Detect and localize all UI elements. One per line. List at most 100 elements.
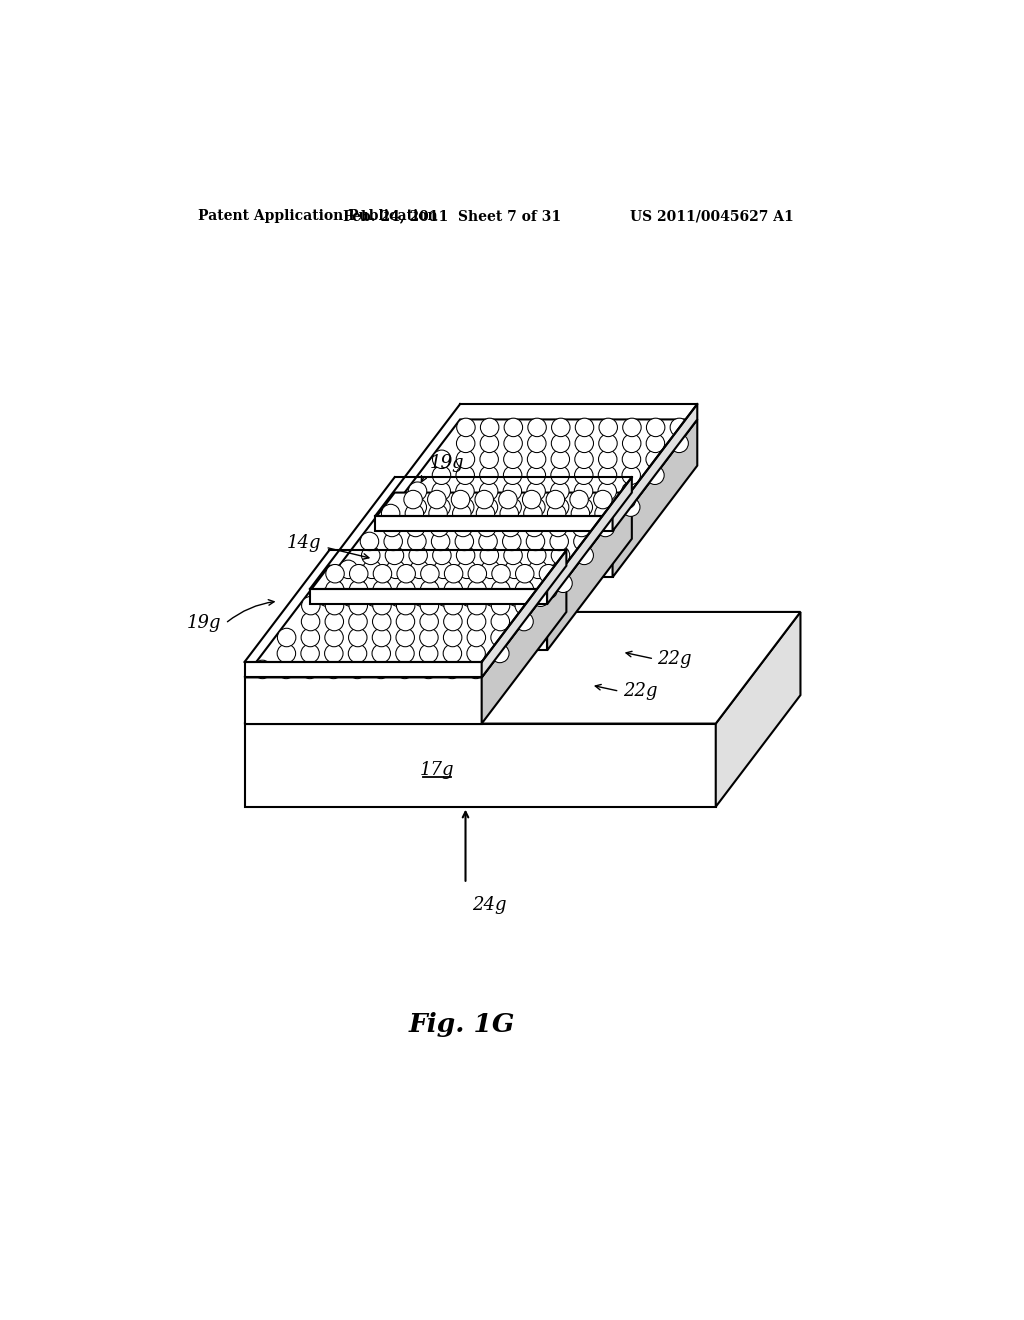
Circle shape [574,466,593,484]
Circle shape [598,513,616,532]
Circle shape [500,504,518,523]
Circle shape [504,466,522,484]
Circle shape [396,612,415,631]
Circle shape [549,519,567,537]
Circle shape [443,597,463,615]
Circle shape [431,513,450,532]
Circle shape [551,450,569,469]
Circle shape [430,519,449,537]
Circle shape [531,587,550,606]
Circle shape [349,581,368,599]
Circle shape [457,418,475,437]
Circle shape [504,450,522,469]
Circle shape [383,519,401,537]
Circle shape [326,581,344,599]
Circle shape [362,560,381,578]
Circle shape [503,482,521,500]
Circle shape [490,628,509,647]
Circle shape [411,560,429,578]
Circle shape [420,597,438,615]
Circle shape [479,482,498,500]
Circle shape [276,660,295,678]
Circle shape [554,574,572,593]
Circle shape [505,560,523,578]
Circle shape [444,581,463,599]
Circle shape [360,532,379,550]
Text: 22g: 22g [657,649,692,668]
Circle shape [428,490,446,508]
Circle shape [443,660,462,678]
Circle shape [421,581,439,599]
Circle shape [444,565,463,583]
Circle shape [381,504,400,523]
Circle shape [385,546,403,565]
Circle shape [503,498,521,516]
Circle shape [459,574,477,593]
Circle shape [340,574,358,593]
Circle shape [467,612,485,631]
Polygon shape [376,420,697,531]
Circle shape [453,504,471,523]
Polygon shape [310,492,632,605]
Text: US 2011/0045627 A1: US 2011/0045627 A1 [630,209,794,223]
Text: Fig. 1G: Fig. 1G [409,1012,515,1038]
Circle shape [595,504,613,523]
Circle shape [435,574,454,593]
Circle shape [372,644,390,663]
Circle shape [504,546,522,565]
Circle shape [467,644,485,663]
Circle shape [413,587,431,606]
Circle shape [484,587,503,606]
Circle shape [436,587,455,606]
Circle shape [527,466,546,484]
Circle shape [515,612,534,631]
Circle shape [480,546,499,565]
Polygon shape [481,550,566,677]
Circle shape [479,498,498,516]
Polygon shape [245,566,566,677]
Circle shape [515,581,534,599]
Polygon shape [310,589,547,605]
Circle shape [389,587,408,606]
Circle shape [408,513,426,532]
Circle shape [598,482,616,500]
Circle shape [480,434,499,453]
Circle shape [598,450,617,469]
Circle shape [572,519,591,537]
Text: 14g: 14g [287,535,322,552]
Circle shape [396,581,415,599]
Circle shape [458,560,476,578]
Circle shape [396,597,415,615]
Circle shape [403,490,422,508]
Circle shape [373,628,391,647]
Circle shape [408,532,426,550]
Text: 19g: 19g [187,615,221,632]
Polygon shape [245,723,716,807]
Polygon shape [376,531,612,577]
Circle shape [373,565,392,583]
Circle shape [479,513,498,532]
Circle shape [409,482,427,500]
Circle shape [479,532,498,550]
Polygon shape [245,677,481,723]
Circle shape [457,434,475,453]
Circle shape [492,597,510,615]
Circle shape [253,660,271,678]
Circle shape [317,587,336,606]
Circle shape [432,466,451,484]
Circle shape [503,532,521,550]
Circle shape [477,519,496,537]
Circle shape [503,513,521,532]
Circle shape [372,660,390,678]
Circle shape [396,628,415,647]
Circle shape [301,612,319,631]
Circle shape [325,660,343,678]
Circle shape [551,434,569,453]
Polygon shape [716,612,801,807]
Circle shape [429,504,447,523]
Circle shape [384,513,402,532]
Text: 24g: 24g [472,896,506,915]
Circle shape [617,490,636,508]
Circle shape [342,587,360,606]
Circle shape [419,660,437,678]
